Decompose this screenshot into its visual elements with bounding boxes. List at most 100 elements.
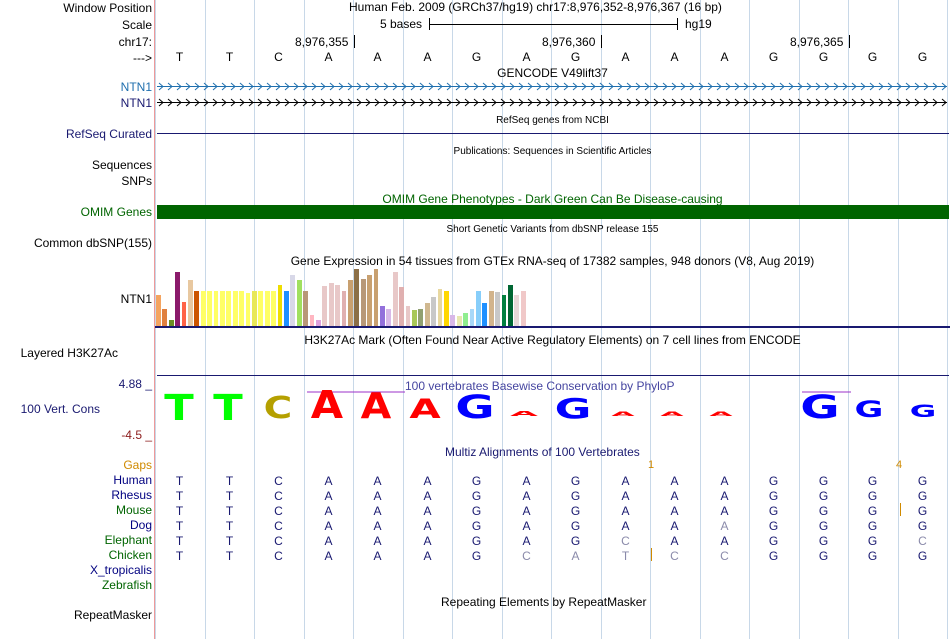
layered-h3k27ac-label[interactable]: Layered H3K27Ac xyxy=(20,346,118,360)
alignment-base: C xyxy=(274,549,283,563)
gtex-tissue-bar[interactable] xyxy=(290,275,296,326)
gtex-tissue-bar[interactable] xyxy=(194,291,200,326)
gtex-tissue-bar[interactable] xyxy=(303,291,308,326)
alignment-base: T xyxy=(225,504,234,518)
gtex-tissue-bar[interactable] xyxy=(360,279,366,326)
gtex-tissue-bar[interactable] xyxy=(450,315,456,326)
gtex-tissue-bar[interactable] xyxy=(386,309,392,326)
gtex-tissue-bar[interactable] xyxy=(424,303,430,326)
gtex-tissue-bar[interactable] xyxy=(175,272,180,326)
gtex-tissue-bar[interactable] xyxy=(245,293,251,326)
snps-label[interactable]: SNPs xyxy=(121,174,152,188)
gtex-tissue-bar[interactable] xyxy=(444,291,449,326)
alignment-base: T xyxy=(175,534,184,548)
gtex-tissue-bar[interactable] xyxy=(367,275,372,326)
gtex-tissue-bar[interactable] xyxy=(469,309,475,326)
gtex-tissue-bar[interactable] xyxy=(514,295,520,326)
gtex-tissue-bar[interactable] xyxy=(348,280,353,326)
h3k27ac-track-line[interactable] xyxy=(157,375,949,376)
gtex-tissue-bar[interactable] xyxy=(328,283,334,326)
sequences-label[interactable]: Sequences xyxy=(91,158,152,172)
species-label[interactable]: Zebrafish xyxy=(101,578,152,592)
omim-genes-label[interactable]: OMIM Genes xyxy=(80,205,152,219)
gtex-tissue-bar[interactable] xyxy=(316,320,321,326)
gtex-tissue-bar[interactable] xyxy=(226,291,232,326)
gtex-tissue-bar[interactable] xyxy=(373,269,379,326)
gtex-tissue-bar[interactable] xyxy=(232,291,238,326)
gtex-tissue-bar[interactable] xyxy=(354,269,360,326)
gtex-tissue-bar[interactable] xyxy=(277,285,283,326)
gtex-tissue-bar[interactable] xyxy=(188,280,193,326)
gene-label-ntn1-alt[interactable]: NTN1 xyxy=(120,96,152,110)
species-label[interactable]: Dog xyxy=(129,518,152,532)
gtex-tissue-bar[interactable] xyxy=(284,291,289,326)
gtex-tissue-bar[interactable] xyxy=(252,291,257,326)
gtex-bar-chart[interactable] xyxy=(155,269,535,326)
gtex-tissue-bar[interactable] xyxy=(437,289,443,326)
gtex-tissue-bar[interactable] xyxy=(463,313,468,326)
gtex-tissue-bar[interactable] xyxy=(508,285,513,326)
sequence-base: G xyxy=(917,50,928,64)
gtex-tissue-bar[interactable] xyxy=(495,292,500,326)
gtex-tissue-bar[interactable] xyxy=(431,297,436,326)
gtex-tissue-bar[interactable] xyxy=(322,286,328,326)
gtex-tissue-bar[interactable] xyxy=(456,316,462,326)
gtex-tissue-bar[interactable] xyxy=(156,295,161,326)
gtex-tissue-bar[interactable] xyxy=(488,291,494,326)
alignment-base: C xyxy=(274,504,283,518)
gtex-tissue-bar[interactable] xyxy=(200,291,206,326)
gtex-tissue-bar[interactable] xyxy=(405,306,411,326)
gtex-gene-label[interactable]: NTN1 xyxy=(120,292,152,306)
gtex-tissue-bar[interactable] xyxy=(412,310,417,326)
alignment-base: G xyxy=(768,534,779,548)
gene-track-ntn1-alt[interactable] xyxy=(157,98,947,107)
gtex-tissue-bar[interactable] xyxy=(335,285,340,326)
gtex-tissue-bar[interactable] xyxy=(392,272,398,326)
alignment-base: G xyxy=(570,519,581,533)
gtex-tissue-bar[interactable] xyxy=(207,291,212,326)
gtex-tissue-bar[interactable] xyxy=(309,315,315,326)
gtex-tissue-bar[interactable] xyxy=(418,309,424,326)
vert-cons-label[interactable]: 100 Vert. Cons xyxy=(20,402,100,416)
sequence-base: A xyxy=(670,50,679,64)
gtex-tissue-bar[interactable] xyxy=(482,303,488,326)
dbsnp-title: Short Genetic Variants from dbSNP releas… xyxy=(446,224,659,235)
phylop-letter-14: G xyxy=(855,397,884,422)
gtex-tissue-bar[interactable] xyxy=(258,291,264,326)
gtex-tissue-bar[interactable] xyxy=(501,295,507,326)
species-label[interactable]: Mouse xyxy=(115,503,152,517)
gtex-tissue-bar[interactable] xyxy=(220,291,225,326)
gtex-tissue-bar[interactable] xyxy=(399,287,404,326)
alignment-base: C xyxy=(522,549,531,563)
phylop-logo[interactable]: T T C A A A G A G A A A G G G xyxy=(155,380,950,440)
gtex-tissue-bar[interactable] xyxy=(520,291,526,326)
repeatmasker-label[interactable]: RepeatMasker xyxy=(73,608,152,622)
gtex-tissue-bar[interactable] xyxy=(341,291,347,326)
gtex-tissue-bar[interactable] xyxy=(239,291,244,326)
common-dbsnp-label[interactable]: Common dbSNP(155) xyxy=(33,236,152,250)
alignment-base: A xyxy=(373,474,382,488)
gtex-tissue-bar[interactable] xyxy=(181,302,187,326)
species-label[interactable]: Chicken xyxy=(108,548,152,562)
species-label[interactable]: Elephant xyxy=(104,533,152,547)
alignment-base: A xyxy=(324,504,333,518)
gtex-tissue-bar[interactable] xyxy=(162,309,168,326)
species-label[interactable]: X_tropicalis xyxy=(89,563,152,577)
gtex-tissue-bar[interactable] xyxy=(296,280,302,326)
gaps-label[interactable]: Gaps xyxy=(123,458,152,472)
alignment-base: T xyxy=(175,519,184,533)
gtex-tissue-bar[interactable] xyxy=(213,291,219,326)
gene-track-ntn1-gencode[interactable] xyxy=(157,82,947,91)
species-label[interactable]: Human xyxy=(113,473,152,487)
gtex-tissue-bar[interactable] xyxy=(476,291,481,326)
species-label[interactable]: Rhesus xyxy=(111,488,152,502)
refseq-curated-label[interactable]: RefSeq Curated xyxy=(65,127,152,141)
gtex-tissue-bar[interactable] xyxy=(168,320,174,326)
gtex-tissue-bar[interactable] xyxy=(380,306,385,326)
omim-track-bar[interactable] xyxy=(157,205,949,219)
gtex-tissue-bar[interactable] xyxy=(271,291,276,326)
refseq-track-line[interactable] xyxy=(157,133,949,134)
gap-count-2: 4 xyxy=(896,459,903,471)
gtex-tissue-bar[interactable] xyxy=(264,291,270,326)
gene-label-ntn1-gencode[interactable]: NTN1 xyxy=(120,80,152,94)
